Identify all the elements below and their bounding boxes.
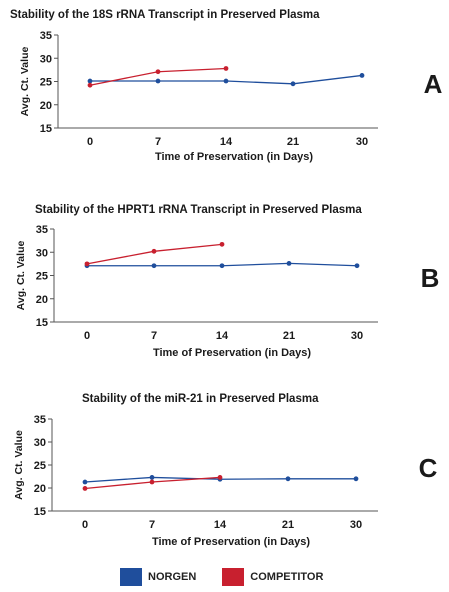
panel-b-series-norgen-point — [219, 263, 225, 269]
panel-b-series-competitor-point — [151, 248, 157, 254]
panel-a-series-norgen-point — [223, 78, 229, 84]
panel-c-series-norgen-point — [285, 476, 291, 482]
panel-b-series-competitor-point — [219, 241, 225, 247]
panel-a-x-tick-label: 7 — [155, 136, 161, 148]
panel-b-y-tick-label: 20 — [36, 294, 48, 306]
panel-c-y-tick-label: 25 — [34, 460, 46, 472]
panel-a-series-competitor-point — [223, 66, 229, 71]
panel-c-x-tick-label: 0 — [82, 519, 88, 531]
panel-c-series-competitor-point — [217, 475, 223, 480]
panel-b-x-tick-label: 21 — [283, 330, 295, 342]
panel-a-series-norgen-point — [359, 73, 365, 78]
legend-item-norgen: NORGEN — [120, 568, 196, 586]
panel-a-x-axis-label: Time of Preservation (in Days) — [155, 151, 313, 163]
panel-a-x-tick-label: 30 — [356, 136, 368, 148]
panel-b-title: Stability of the HPRT1 rRNA Transcript i… — [35, 204, 362, 216]
legend-swatch-norgen — [120, 568, 142, 586]
panel-c-y-tick-label: 20 — [34, 483, 46, 495]
panel-c-title: Stability of the miR-21 in Preserved Pla… — [82, 393, 319, 405]
panel-b-series-competitor-line — [86, 243, 223, 265]
panel-c-x-axis-label: Time of Preservation (in Days) — [152, 536, 310, 548]
panel-a-y-tick-label: 25 — [40, 77, 52, 89]
panel-c-series-norgen-point — [353, 476, 359, 482]
panel-a-series-norgen-point — [290, 81, 296, 87]
legend: NORGEN COMPETITOR — [120, 568, 339, 586]
legend-label-norgen: NORGEN — [148, 571, 197, 583]
panel-c-series-norgen-point — [82, 479, 88, 485]
panel-a-x-tick-label: 14 — [220, 136, 233, 148]
panel-b-y-tick-label: 35 — [36, 224, 48, 236]
panel-a-series-norgen-point — [155, 78, 161, 84]
panel-b-series-norgen-point — [151, 263, 157, 269]
panel-c-x-tick-label: 30 — [350, 519, 362, 531]
panel-c-y-tick-label: 35 — [34, 414, 46, 426]
panel-b-x-tick-label: 14 — [216, 330, 229, 342]
panel-a-title: Stability of the 18S rRNA Transcript in … — [10, 9, 320, 21]
panel-a-y-tick-label: 15 — [40, 123, 52, 135]
panel-c-series-competitor-point — [82, 486, 88, 491]
panel-c-x-tick-label: 14 — [214, 519, 227, 531]
legend-item-competitor: COMPETITOR — [222, 568, 323, 586]
panel-a-series-competitor-point — [155, 69, 161, 75]
panel-a-y-axis-label: Avg. Ct. Value — [19, 47, 31, 117]
panel-b-x-axis-label: Time of Preservation (in Days) — [153, 347, 311, 359]
panel-c-label: C — [419, 453, 438, 483]
panel-c-series-competitor-point — [149, 479, 155, 485]
legend-label-competitor: COMPETITOR — [250, 571, 324, 583]
panel-a-label: A — [424, 69, 443, 99]
panel-c-y-axis-label: Avg. Ct. Value — [13, 430, 25, 500]
panel-c-series-norgen-point — [149, 475, 155, 480]
panel-b-series-competitor-point — [84, 261, 90, 267]
panel-b-series-norgen-point — [286, 261, 292, 266]
panel-b-y-axis-label: Avg. Ct. Value — [15, 241, 27, 311]
panel-c-x-tick-label: 7 — [149, 519, 155, 531]
panel-a-y-tick-label: 35 — [40, 30, 52, 42]
panel-b-label: B — [421, 263, 440, 293]
panel-b-y-tick-label: 30 — [36, 247, 48, 259]
panel-a-y-tick-label: 20 — [40, 100, 52, 112]
panel-a-series-competitor-point — [87, 82, 93, 88]
panel-b-y-tick-label: 15 — [36, 317, 48, 329]
panel-c-y-tick-label: 15 — [34, 506, 46, 518]
panel-b-x-tick-label: 30 — [351, 330, 363, 342]
legend-swatch-competitor — [222, 568, 245, 586]
panel-a-x-tick-label: 21 — [287, 136, 299, 148]
panel-b-x-tick-label: 7 — [151, 330, 157, 342]
panel-c-x-tick-label: 21 — [282, 519, 294, 531]
panel-c-y-tick-label: 30 — [34, 437, 46, 449]
panel-a-x-tick-label: 0 — [87, 136, 93, 148]
panel-a-series-norgen-point — [87, 78, 93, 84]
panel-a-y-tick-label: 30 — [40, 53, 52, 65]
panel-b-x-tick-label: 0 — [84, 330, 90, 342]
panel-b-y-tick-label: 25 — [36, 271, 48, 283]
panel-b-series-norgen-point — [354, 263, 360, 269]
